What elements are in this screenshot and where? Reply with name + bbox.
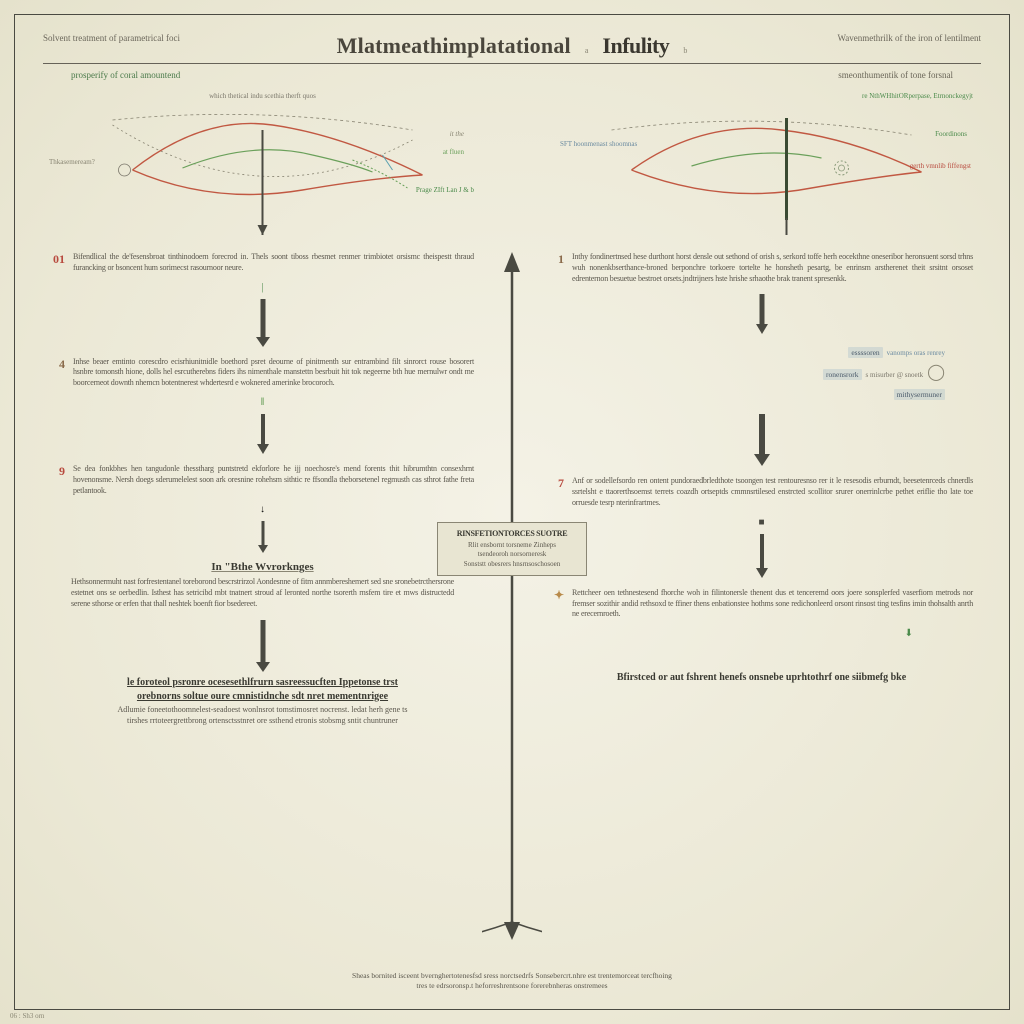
subheader: prosperify of coral amountend smeonthume… [43, 70, 981, 80]
right-step-1: 1 Inthy fondinertnsed hese durthont hors… [550, 252, 973, 284]
center-line-2: Sonststt obesrers hnsrnsoschosoen [446, 560, 578, 569]
arrow-down-icon [253, 620, 273, 672]
step-text: Inthy fondinertnsed hese durthont horst … [572, 252, 973, 284]
step-text: Bifendlical the de'fesensbroat tinthinod… [73, 252, 474, 274]
glyph: ⬇ [550, 628, 973, 639]
center-box: RINSFETIONTORCES SUOTRE Rlit ensbornt to… [437, 522, 587, 576]
subheader-right: smeonthumentik of tone forsnal [838, 70, 953, 80]
legend-0: it the [450, 130, 464, 138]
left-conclusion: le foroteol psronre ocesesethlfrurn sasr… [113, 676, 413, 726]
center-line-0: Rlit ensbornt torsneme Zinheps [446, 541, 578, 550]
right-sketch-caption: re NthWHhitORperpase, Etrnonckegyjt [550, 92, 973, 100]
glyph: ‖ [51, 397, 474, 408]
hl-0: essssoren [848, 347, 882, 358]
sup-b: b [683, 46, 687, 55]
left-column: which thetical indu scethia therft quos [43, 92, 482, 962]
highlight-block: essssoren vanomps oras renrey ronensrork… [550, 340, 973, 404]
r-conclusion-title: Bfirstced or aut fshrent henefs onsnebe … [612, 671, 912, 685]
bottom-synthesis: Sheas bornited isceent bvernghertotenesf… [352, 971, 672, 991]
sup-a: a [585, 46, 589, 55]
columns: which thetical indu scethia therft quos [43, 92, 981, 962]
right-conclusion: Bfirstced or aut fshrent henefs onsnebe … [612, 671, 912, 685]
r-label-2: gerth vmnlib fiffengst [910, 162, 971, 170]
left-sketch-caption: which thetical indu scethia therft quos [51, 92, 474, 100]
left-step-3: 9 Se dea fonkbhes hen tangudonle thessth… [51, 464, 474, 496]
header: Solvent treatment of parametrical foci M… [43, 33, 981, 64]
left-step-2: 4 Inhse beaer emtinto corescdro ecisrhiu… [51, 357, 474, 389]
sketch-left-label: Thkasemeream? [49, 158, 95, 166]
center-box-header: RINSFETIONTORCES SUOTRE [446, 529, 578, 539]
r-label-0: SFT hoonmenast shoomnas [560, 140, 637, 148]
r-label-1: Foordinons [935, 130, 967, 138]
step-num: ✦ [550, 588, 564, 603]
hl-1: ronensrork [823, 369, 862, 380]
workings-text: Hethsonnermuht nast forfrestentanel tore… [51, 577, 474, 609]
workings-title: In "Bthe Wvrorknges [51, 561, 474, 573]
hl-2: mithysermuner [894, 389, 945, 400]
title-part-b: Infulity [602, 33, 669, 59]
header-right-caption: Wavenmethrilk of the iron of lentilment [838, 33, 982, 43]
footer-id: 06 : Sh3 orn [10, 1012, 44, 1020]
step-num: 7 [550, 476, 564, 491]
step-text: Anf or sodellefsordo ren ontent pundorae… [572, 476, 973, 508]
header-left-caption: Solvent treatment of parametrical foci [43, 33, 180, 43]
step-num: 1 [550, 252, 564, 267]
conclusion-text: Adlumie foneetothoomnelest-seadoest wonl… [113, 704, 413, 726]
step-text: Se dea fonkbhes hen tangudonle thessthar… [73, 464, 474, 496]
page-frame: Solvent treatment of parametrical foci M… [14, 14, 1010, 1010]
arrow-down-icon [253, 414, 273, 454]
arrow-down-icon [755, 294, 769, 334]
arrow-down-icon [255, 521, 271, 553]
glyph: ■ [550, 517, 973, 528]
arrow-down-icon [253, 299, 273, 347]
step-text: Rettcheer oen tethnestesend fhorche woh … [572, 588, 973, 620]
glyph: ↓ [51, 504, 474, 515]
title-part-a: Mlatmeathimplatational [337, 33, 571, 59]
left-step-1: 01 Bifendlical the de'fesensbroat tinthi… [51, 252, 474, 274]
arrow-down-icon [753, 534, 771, 578]
step-num: 4 [51, 357, 65, 372]
left-sketch: Thkasemeream? it the at fluen Prage ZIft… [51, 100, 474, 240]
legend-2: Prage ZIft Lan J & b [416, 186, 474, 194]
hl-a: vanomps oras renrey [887, 349, 945, 357]
step-num: 01 [51, 252, 65, 267]
conclusion-title: le foroteol psronre ocesesethlfrurn sasr… [113, 676, 413, 704]
glyph: | [51, 282, 474, 293]
step-num: 9 [51, 464, 65, 479]
right-step-2: 7 Anf or sodellefsordo ren ontent pundor… [550, 476, 973, 508]
right-column: re NthWHhitORperpase, Etrnonckegyjt SFT … [542, 92, 981, 962]
step-text: Inhse beaer emtinto corescdro ecisrhiuni… [73, 357, 474, 389]
hl-b: s misurber @ snoetk [866, 371, 924, 379]
center-line-1: tsendeoroh norsorneresk [446, 550, 578, 559]
arrow-down-icon [752, 414, 772, 466]
right-step-3: ✦ Rettcheer oen tethnestesend fhorche wo… [550, 588, 973, 620]
legend-1: at fluen [443, 148, 464, 156]
right-sketch: SFT hoonmenast shoomnas Foordinons gerth… [550, 100, 973, 240]
subheader-left: prosperify of coral amountend [71, 70, 180, 80]
